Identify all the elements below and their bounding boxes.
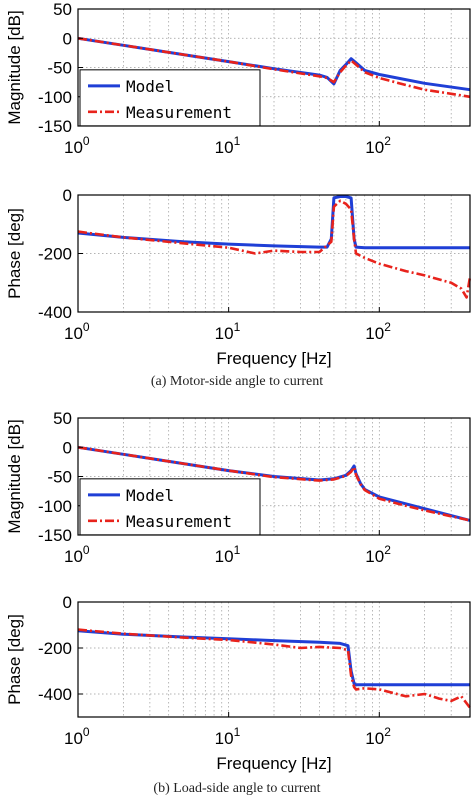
series-line-measurement <box>77 199 472 299</box>
y-tick-label: 50 <box>53 0 72 19</box>
x-tick-label: 100 <box>64 320 90 343</box>
y-tick-label: -100 <box>38 497 72 516</box>
legend-box <box>79 478 261 536</box>
legend-box <box>79 69 261 127</box>
y-axis-label: Phase [deg] <box>5 614 24 705</box>
x-tick-label: 101 <box>215 725 241 748</box>
y-tick-label: -400 <box>38 685 72 704</box>
x-tick-label: 102 <box>365 543 391 566</box>
x-tick-label: 101 <box>215 320 241 343</box>
y-tick-label: 0 <box>63 186 72 205</box>
y-axis-label: Magnitude [dB] <box>5 419 24 533</box>
x-tick-label: 101 <box>215 543 241 566</box>
y-tick-label: -50 <box>47 59 72 78</box>
legend-label-measurement: Measurement <box>126 103 232 122</box>
y-axis-label: Magnitude [dB] <box>5 10 24 124</box>
axes-frame <box>77 601 471 718</box>
x-tick-label: 102 <box>365 320 391 343</box>
series-line-measurement <box>77 37 471 99</box>
series-line-model <box>77 36 471 92</box>
x-tick-label: 101 <box>215 134 241 157</box>
y-tick-label: -100 <box>38 88 72 107</box>
y-tick-label: 0 <box>63 438 72 457</box>
y-tick-label: -200 <box>38 639 72 658</box>
y-tick-label: -200 <box>38 245 72 264</box>
y-tick-label: 0 <box>63 29 72 48</box>
y-tick-label: -50 <box>47 468 72 487</box>
caption-a: (a) Motor-side angle to current <box>150 374 324 389</box>
legend-label-model: Model <box>126 77 174 96</box>
x-axis-label: Frequency [Hz] <box>216 349 331 368</box>
y-tick-label: -150 <box>38 117 72 136</box>
legend-label-measurement: Measurement <box>126 512 232 531</box>
x-tick-label: 102 <box>365 725 391 748</box>
x-tick-label: 100 <box>64 543 90 566</box>
caption-b: (b) Load-side angle to current <box>153 781 321 796</box>
legend-label-model: Model <box>126 486 174 505</box>
x-axis-label: Frequency [Hz] <box>216 754 331 773</box>
y-tick-label: -400 <box>38 303 72 322</box>
y-axis-label: Phase [deg] <box>5 208 24 299</box>
x-tick-label: 100 <box>64 134 90 157</box>
series-line-measurement <box>77 628 472 709</box>
y-tick-label: 0 <box>63 593 72 612</box>
x-tick-label: 100 <box>64 725 90 748</box>
y-tick-label: 50 <box>53 409 72 428</box>
series-line-measurement <box>77 446 471 522</box>
x-tick-label: 102 <box>365 134 391 157</box>
series-line-model <box>77 195 470 250</box>
y-tick-label: -150 <box>38 526 72 545</box>
